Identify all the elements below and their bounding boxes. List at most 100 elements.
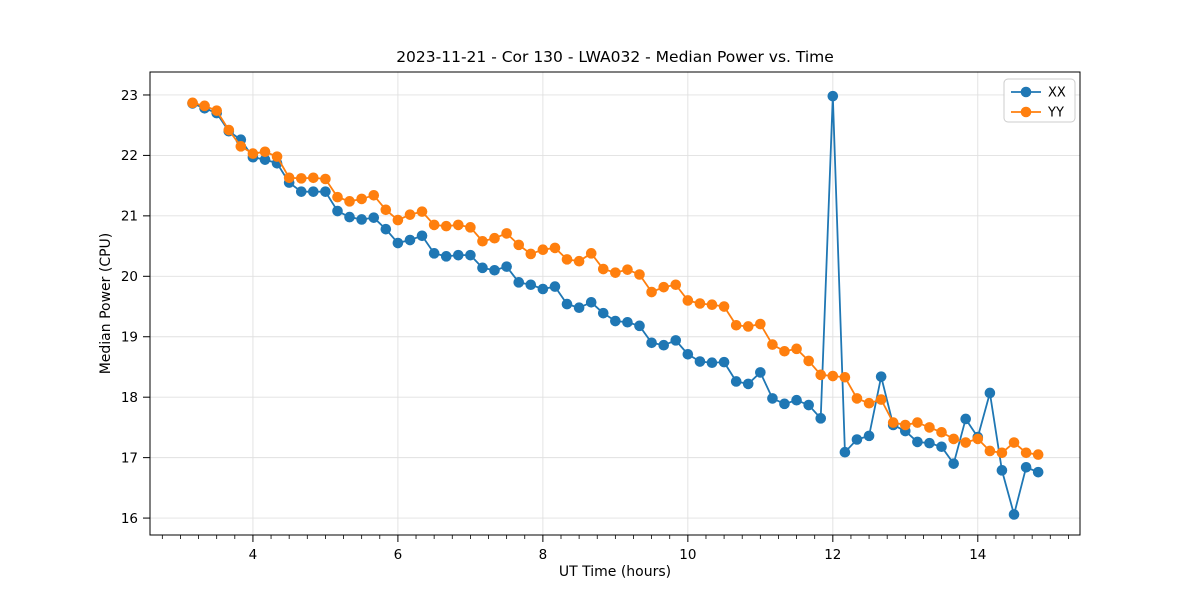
series-xx-point [332, 205, 343, 217]
legend [1003, 78, 1076, 123]
y-tick-label: 20 [121, 269, 138, 285]
series-yy-point [924, 422, 935, 433]
ticks [143, 94, 979, 542]
series-yy-point [706, 299, 718, 311]
y-tick-label: 19 [121, 330, 138, 346]
series-xx-point [718, 356, 730, 368]
series-xx-point [863, 430, 875, 442]
series-yy-point [839, 371, 851, 383]
series-yy-point [984, 445, 996, 457]
series-xx-point [1032, 466, 1044, 478]
series-yy-point [573, 255, 585, 267]
series-xx-point [489, 264, 500, 276]
series-xx-point [779, 398, 790, 410]
series-xx-point [815, 413, 827, 424]
series-yy-point [646, 286, 657, 298]
series-yy-point [900, 419, 911, 431]
series-yy-point [501, 228, 512, 239]
x-axis-label: UT Time (hours) [559, 564, 671, 580]
series-yy-point [791, 343, 802, 355]
y-tick-label: 22 [121, 148, 138, 164]
series-xx-point [767, 393, 778, 404]
series-xx-point [924, 437, 935, 449]
y-tick-label: 17 [121, 450, 138, 466]
series-xx-point [984, 387, 996, 399]
series-yy-point [851, 393, 863, 404]
x-tick-label: 12 [824, 547, 841, 563]
series-yy-point [960, 437, 971, 448]
legend-item-yy [1011, 106, 1041, 118]
series-yy-point [247, 148, 259, 159]
series-xx-point [936, 441, 947, 453]
legend-label-yy: YY [1047, 106, 1064, 121]
series-yy-point [1032, 449, 1044, 460]
series-xx-point [827, 90, 839, 102]
series-xx-point [368, 212, 380, 223]
x-minor-ticks [161, 535, 1069, 539]
series-yy-point [742, 321, 754, 332]
series-xx-point [694, 356, 706, 367]
series-xx-point [549, 281, 561, 292]
series-xx-point [295, 186, 307, 197]
series-xx-point [416, 230, 428, 242]
legend-marker-yy [1020, 106, 1032, 118]
series-yy-point [525, 248, 537, 260]
y-tick-label: 23 [121, 88, 138, 104]
series-yy-point [827, 370, 839, 382]
series-yy-point [634, 269, 645, 280]
series-yy-point [912, 417, 923, 428]
series-xx-point [525, 279, 537, 291]
series-yy-point [465, 222, 476, 233]
series-xx-point [875, 371, 887, 382]
series-xx-point [755, 367, 766, 378]
series-yy-point [283, 172, 295, 184]
series-yy-point [585, 248, 597, 259]
series-yy-point [271, 151, 283, 162]
series-yy-point [199, 100, 210, 112]
series-xx-point [380, 223, 392, 235]
series-xx-point [356, 214, 367, 225]
series-xx-point [344, 211, 355, 223]
series-yy-point [682, 295, 694, 306]
series-yy-point [803, 355, 814, 367]
series-xx-point [1020, 462, 1032, 473]
y-tick-label: 21 [121, 209, 138, 225]
series-yy-point [887, 417, 899, 428]
series-yy-point [597, 263, 609, 275]
series-yy-point [332, 191, 343, 203]
series-yy-point [755, 318, 766, 330]
series-xx-point [646, 337, 657, 349]
series-yy-point [622, 264, 633, 275]
series-xx-point [308, 186, 319, 197]
x-tick-label: 6 [394, 547, 403, 563]
series-xx-point [996, 465, 1008, 476]
series-yy-point [320, 173, 331, 185]
series-xx-point [610, 315, 621, 327]
series-yy-point [380, 204, 392, 216]
series-yy-point [936, 426, 947, 438]
series-yy-point [730, 319, 742, 331]
series-yy-point [767, 339, 778, 350]
series-yy-point [187, 97, 198, 109]
series-yy-point [996, 447, 1008, 459]
series-yy-point [718, 301, 730, 312]
plot-area [150, 72, 1080, 535]
series-yy-point [670, 279, 682, 291]
legend-label-xx: XX [1048, 86, 1066, 101]
series-xx-point [742, 378, 754, 390]
series-xx-point [585, 296, 597, 308]
legend-marker-xx [1020, 86, 1032, 98]
series-yy-point [344, 196, 355, 207]
series-xx-point [960, 413, 971, 425]
series-xx-point [634, 320, 645, 332]
series-xx-point [537, 283, 549, 295]
series-xx-point [658, 339, 670, 351]
x-tick-label: 14 [969, 547, 986, 563]
series-xx-point [259, 154, 271, 165]
series-yy-point [211, 105, 222, 116]
series-yy-point [235, 141, 247, 152]
chart-title: 2023-11-21 - Cor 130 - LWA032 - Median P… [396, 48, 834, 66]
series-yy-point [610, 267, 621, 278]
